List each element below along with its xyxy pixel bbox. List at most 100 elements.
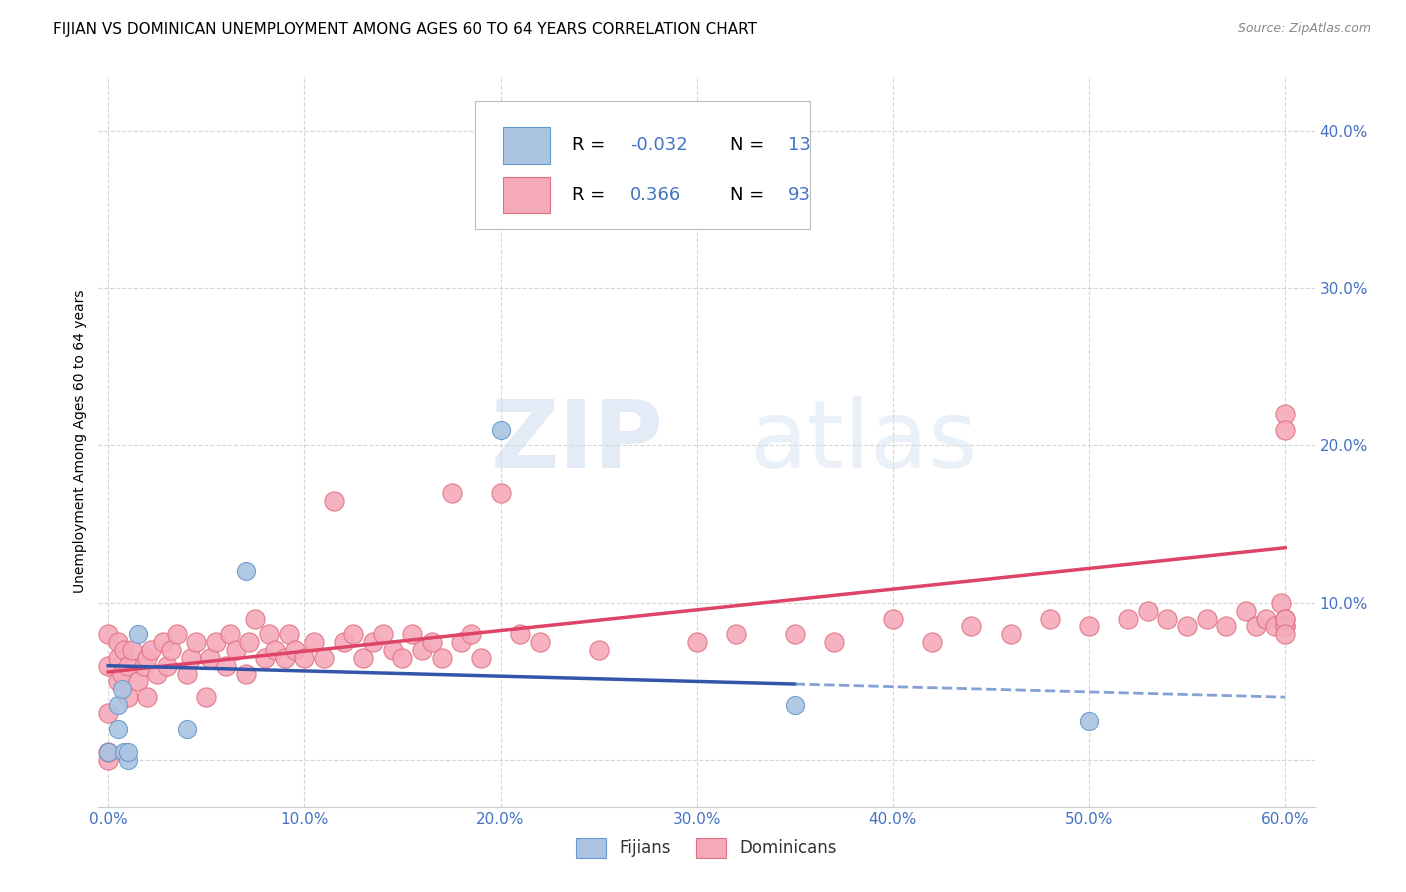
Point [1000, 627, 1022, 641]
Point [529, 635, 551, 649]
Point [342, 627, 364, 641]
Point [783, 627, 806, 641]
Point [1234, 604, 1257, 618]
Point [136, 690, 159, 705]
Point [1039, 611, 1062, 625]
Point [1254, 611, 1277, 625]
Point [1078, 714, 1101, 728]
Text: 0.366: 0.366 [630, 186, 681, 204]
Point [647, 155, 669, 169]
Point [1215, 619, 1237, 633]
Text: 93: 93 [787, 186, 811, 204]
Point [1156, 611, 1178, 625]
Point [176, 666, 198, 681]
Point [1264, 619, 1286, 633]
Y-axis label: Unemployment Among Ages 60 to 64 years: Unemployment Among Ages 60 to 64 years [73, 290, 87, 593]
Point [195, 690, 218, 705]
Point [1274, 627, 1296, 641]
FancyBboxPatch shape [503, 127, 550, 163]
Text: atlas: atlas [749, 395, 977, 488]
Point [960, 619, 983, 633]
Point [97, 706, 120, 720]
Point [97, 745, 120, 759]
Point [1274, 407, 1296, 421]
Point [450, 635, 472, 649]
Point [1244, 619, 1267, 633]
Point [509, 627, 531, 641]
Point [322, 493, 344, 508]
Point [127, 627, 149, 641]
Point [121, 643, 143, 657]
Point [420, 635, 443, 649]
Point [218, 627, 240, 641]
Point [160, 643, 183, 657]
Point [117, 690, 139, 705]
Point [235, 666, 257, 681]
Text: N =: N = [730, 136, 769, 154]
Point [200, 650, 222, 665]
Text: FIJIAN VS DOMINICAN UNEMPLOYMENT AMONG AGES 60 TO 64 YEARS CORRELATION CHART: FIJIAN VS DOMINICAN UNEMPLOYMENT AMONG A… [53, 22, 758, 37]
Point [112, 643, 135, 657]
Point [1078, 619, 1101, 633]
Point [205, 635, 228, 649]
Point [391, 650, 413, 665]
Point [107, 635, 129, 649]
Point [302, 635, 325, 649]
Point [470, 650, 492, 665]
Point [136, 650, 159, 665]
Point [274, 650, 297, 665]
Point [411, 643, 433, 657]
Point [117, 745, 139, 759]
Point [1274, 423, 1296, 437]
Point [1274, 611, 1296, 625]
Point [225, 643, 247, 657]
Point [440, 485, 463, 500]
Point [277, 627, 299, 641]
Point [1136, 604, 1159, 618]
Point [180, 650, 202, 665]
FancyBboxPatch shape [503, 177, 550, 213]
Text: R =: R = [571, 136, 610, 154]
Point [235, 564, 257, 578]
Point [152, 635, 174, 649]
Point [1274, 619, 1296, 633]
Point [381, 643, 404, 657]
Point [489, 423, 512, 437]
Point [1175, 619, 1198, 633]
Text: N =: N = [730, 186, 769, 204]
Legend: Fijians, Dominicans: Fijians, Dominicans [569, 831, 844, 864]
Point [97, 745, 120, 759]
Point [1274, 611, 1296, 625]
Point [823, 635, 845, 649]
Text: R =: R = [571, 186, 610, 204]
Point [132, 658, 155, 673]
Point [1116, 611, 1139, 625]
Point [107, 722, 129, 736]
Point [97, 627, 120, 641]
Point [401, 627, 423, 641]
Point [146, 666, 169, 681]
Text: Source: ZipAtlas.com: Source: ZipAtlas.com [1237, 22, 1371, 36]
Point [111, 682, 134, 697]
Point [783, 698, 806, 712]
Text: ZIP: ZIP [491, 395, 664, 488]
Point [141, 643, 163, 657]
Point [186, 635, 208, 649]
Point [292, 650, 315, 665]
Point [117, 753, 139, 767]
Point [332, 635, 354, 649]
Point [245, 611, 267, 625]
Point [430, 650, 453, 665]
Point [1274, 619, 1296, 633]
Point [156, 658, 179, 673]
Point [460, 627, 482, 641]
Point [686, 635, 709, 649]
Point [107, 698, 129, 712]
Point [97, 753, 120, 767]
Point [352, 650, 374, 665]
Point [1270, 596, 1292, 610]
Point [361, 635, 384, 649]
Point [97, 658, 120, 673]
Point [284, 643, 307, 657]
Point [724, 627, 747, 641]
